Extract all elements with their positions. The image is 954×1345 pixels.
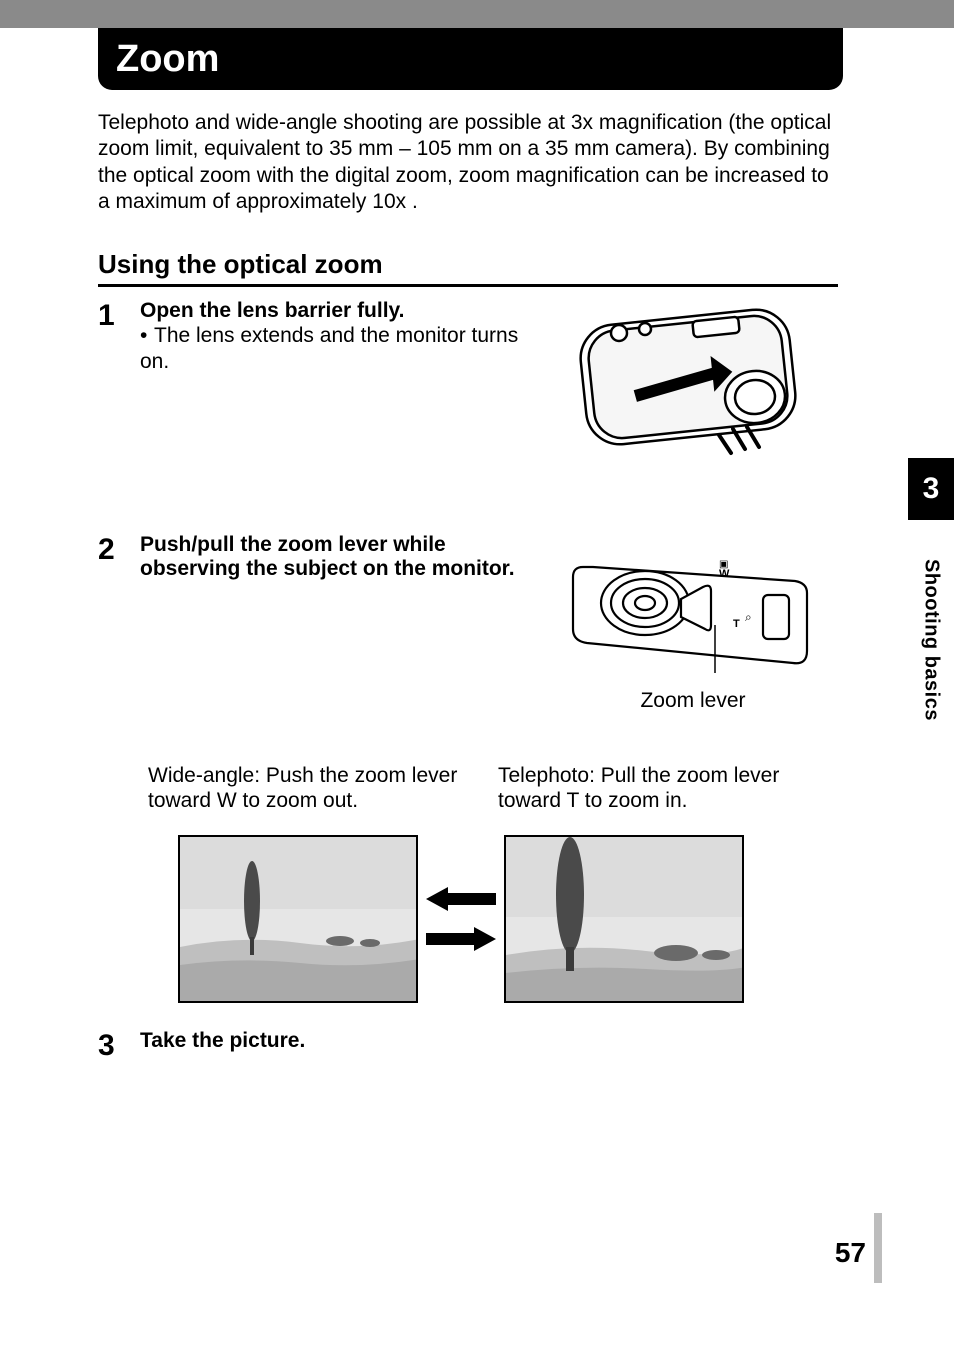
content-area: Telephoto and wide-angle shooting are po… [98, 110, 838, 1061]
zoom-desc-row: Wide-angle: Push the zoom lever toward W… [148, 763, 838, 813]
chapter-tab: 3 [908, 458, 954, 520]
step-3: 3 Take the picture. [98, 1029, 838, 1061]
zoom-arrows [426, 887, 496, 951]
arrow-left-icon [426, 887, 496, 911]
step-1-body: Open the lens barrier fully. •The lens e… [140, 299, 838, 489]
svg-text:▣: ▣ [719, 559, 728, 570]
photo-comparison-row [178, 835, 838, 1003]
step-2: 2 Push/pull the zoom lever while observi… [98, 533, 838, 713]
step-3-number: 3 [98, 1029, 140, 1061]
chapter-label: Shooting basics [920, 559, 943, 721]
lever-t-icon: T [733, 618, 740, 630]
section-rule [98, 284, 838, 287]
zoom-lever-caption: Zoom lever [548, 689, 838, 713]
title-box: Zoom [98, 28, 843, 90]
header-gray-bar [0, 0, 954, 28]
step-3-title: Take the picture. [140, 1029, 838, 1053]
step-2-figure-col: W ▣ T ⌕ Zoom lever [548, 533, 838, 713]
chapter-number: 3 [923, 472, 940, 506]
step-2-title: Push/pull the zoom lever while observing… [140, 533, 548, 581]
step-1-figure-col [548, 299, 838, 489]
step-1-title: Open the lens barrier fully. [140, 299, 548, 323]
step-2-number: 2 [98, 533, 140, 713]
intro-paragraph: Telephoto and wide-angle shooting are po… [98, 110, 838, 215]
arrow-right-icon [426, 927, 496, 951]
step-1: 1 Open the lens barrier fully. •The lens… [98, 299, 838, 489]
wide-angle-desc: Wide-angle: Push the zoom lever toward W… [148, 763, 458, 813]
page-title: Zoom [116, 38, 219, 81]
camera-illustration [563, 299, 823, 489]
wide-angle-photo [178, 835, 418, 1003]
section-heading: Using the optical zoom [98, 249, 838, 280]
step-1-bullet-text: The lens extends and the monitor turns o… [140, 324, 518, 373]
page: Zoom Telephoto and wide-angle shooting a… [0, 0, 954, 1345]
step-2-body: Push/pull the zoom lever while observing… [140, 533, 838, 713]
zoom-lever-illustration: W ▣ T ⌕ [563, 533, 823, 683]
step-3-body: Take the picture. [140, 1029, 838, 1061]
page-mark [874, 1213, 882, 1283]
magnifier-icon: ⌕ [745, 610, 752, 624]
telephoto-desc: Telephoto: Pull the zoom lever toward T … [498, 763, 808, 813]
step-1-text: Open the lens barrier fully. •The lens e… [140, 299, 548, 489]
step-2-text: Push/pull the zoom lever while observing… [140, 533, 548, 713]
chapter-label-tab: Shooting basics [908, 530, 954, 750]
step-1-bullet: •The lens extends and the monitor turns … [140, 323, 548, 376]
page-number: 57 [835, 1237, 866, 1269]
telephoto-photo [504, 835, 744, 1003]
step-1-number: 1 [98, 299, 140, 489]
